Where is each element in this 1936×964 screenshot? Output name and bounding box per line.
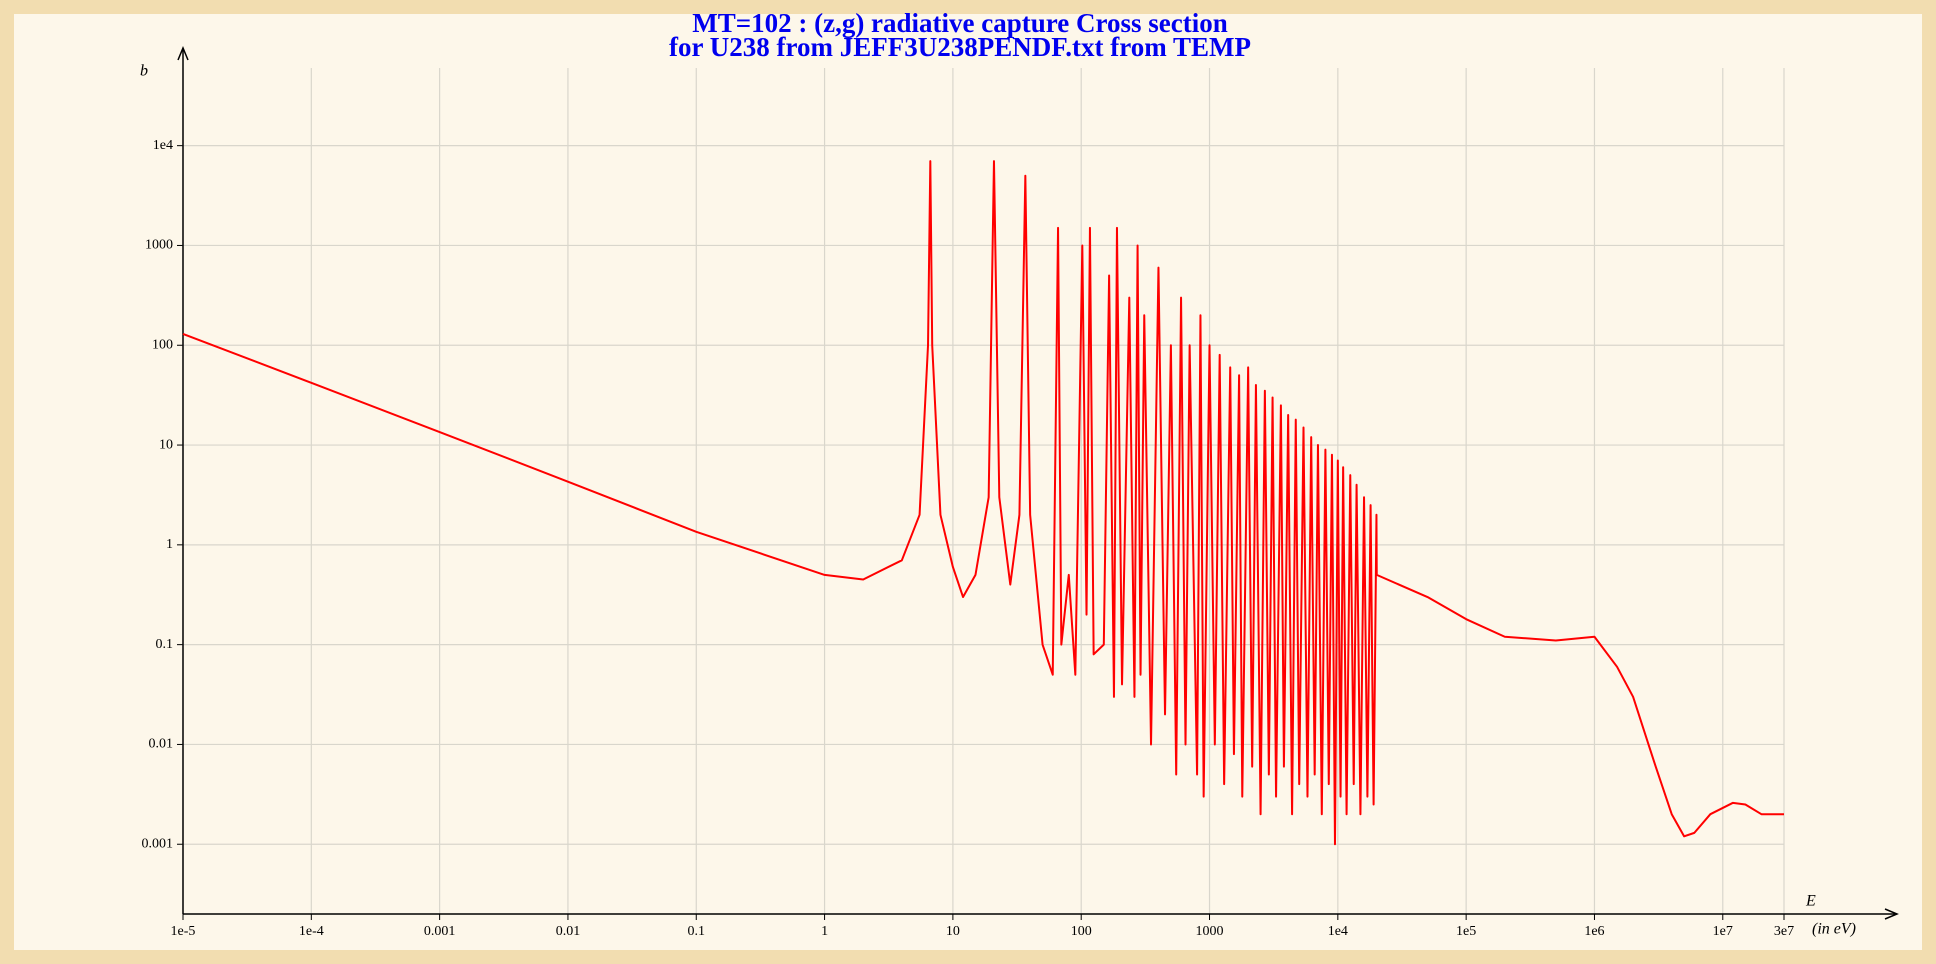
y-tick-label: 1e4 bbox=[153, 138, 173, 153]
x-tick-label: 1e5 bbox=[1456, 924, 1476, 939]
x-unit-label: (in eV) bbox=[1812, 921, 1856, 938]
chart-title: MT=102 : (z,g) radiative capture Cross s… bbox=[692, 8, 1228, 38]
x-tick-label: 1e-5 bbox=[171, 924, 196, 939]
x-tick-label: 10 bbox=[946, 924, 960, 939]
x-tick-label: 1e-4 bbox=[299, 924, 324, 939]
x-tick-label: 0.1 bbox=[688, 924, 706, 939]
x-tick-label: 1 bbox=[821, 924, 828, 939]
plot-background bbox=[14, 14, 1922, 950]
x-tick-label: 1e4 bbox=[1328, 924, 1348, 939]
x-tick-label: 1e7 bbox=[1713, 924, 1733, 939]
x-tick-label: 3e7 bbox=[1774, 924, 1794, 939]
x-tick-label: 1000 bbox=[1196, 924, 1224, 939]
chart-subtitle: for U238 from JEFF3U238PENDF.txt from TE… bbox=[669, 32, 1251, 62]
x-tick-label: 0.01 bbox=[556, 924, 581, 939]
y-axis-label: b bbox=[140, 63, 148, 80]
y-tick-label: 100 bbox=[152, 337, 173, 352]
y-tick-label: 1000 bbox=[145, 238, 173, 253]
x-axis-label: E bbox=[1805, 893, 1816, 910]
x-tick-label: 1e6 bbox=[1584, 924, 1604, 939]
y-tick-label: 0.1 bbox=[156, 637, 174, 652]
data-line bbox=[182, 160, 1784, 846]
y-tick-label: 0.001 bbox=[142, 836, 174, 851]
x-tick-label: 0.001 bbox=[424, 924, 456, 939]
y-tick-label: 0.01 bbox=[149, 737, 174, 752]
x-tick-label: 100 bbox=[1071, 924, 1092, 939]
y-tick-label: 10 bbox=[159, 437, 173, 452]
x-axis-arrow bbox=[1884, 908, 1899, 920]
y-tick-label: 1 bbox=[166, 537, 173, 552]
y-axis-arrow bbox=[177, 46, 189, 61]
